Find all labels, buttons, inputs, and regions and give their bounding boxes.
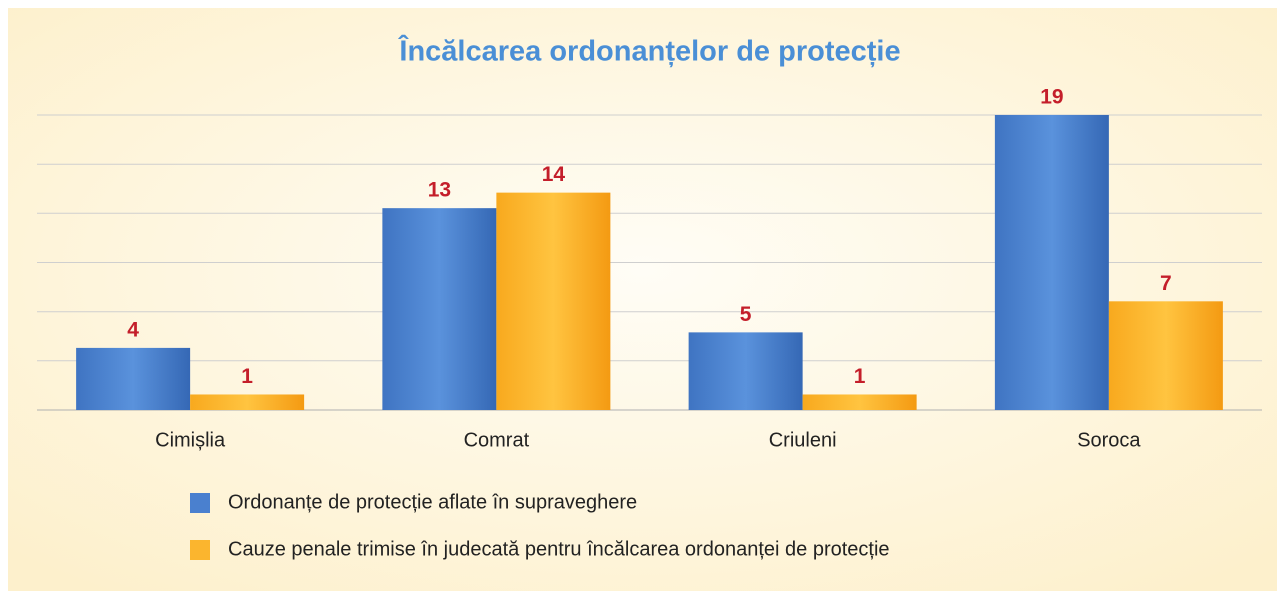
value-label: 1 xyxy=(854,365,866,388)
x-tick-label: Cimișlia xyxy=(155,429,226,451)
bar xyxy=(496,192,611,410)
legend-label: Ordonanțe de protecție aflate în suprave… xyxy=(228,491,637,513)
bar xyxy=(688,332,803,410)
value-label: 13 xyxy=(428,179,451,202)
bar xyxy=(994,115,1109,410)
x-tick-label: Comrat xyxy=(464,429,530,451)
x-tick-label: Criuleni xyxy=(769,429,837,451)
value-label: 14 xyxy=(542,163,566,186)
value-label: 5 xyxy=(740,303,752,326)
bar xyxy=(802,394,917,410)
bar xyxy=(76,347,191,410)
value-label: 1 xyxy=(241,365,253,388)
legend-label: Cauze penale trimise în judecată pentru … xyxy=(228,538,890,560)
bar xyxy=(382,208,497,410)
bar xyxy=(190,394,305,410)
value-label: 7 xyxy=(1160,272,1172,295)
chart-title: Încălcarea ordonanțelor de protecție xyxy=(397,34,900,68)
legend-swatch xyxy=(190,540,210,560)
value-label: 19 xyxy=(1040,86,1063,109)
legend-swatch xyxy=(190,493,210,513)
bar xyxy=(1108,301,1223,410)
x-tick-label: Soroca xyxy=(1077,429,1141,451)
value-label: 4 xyxy=(127,318,139,341)
